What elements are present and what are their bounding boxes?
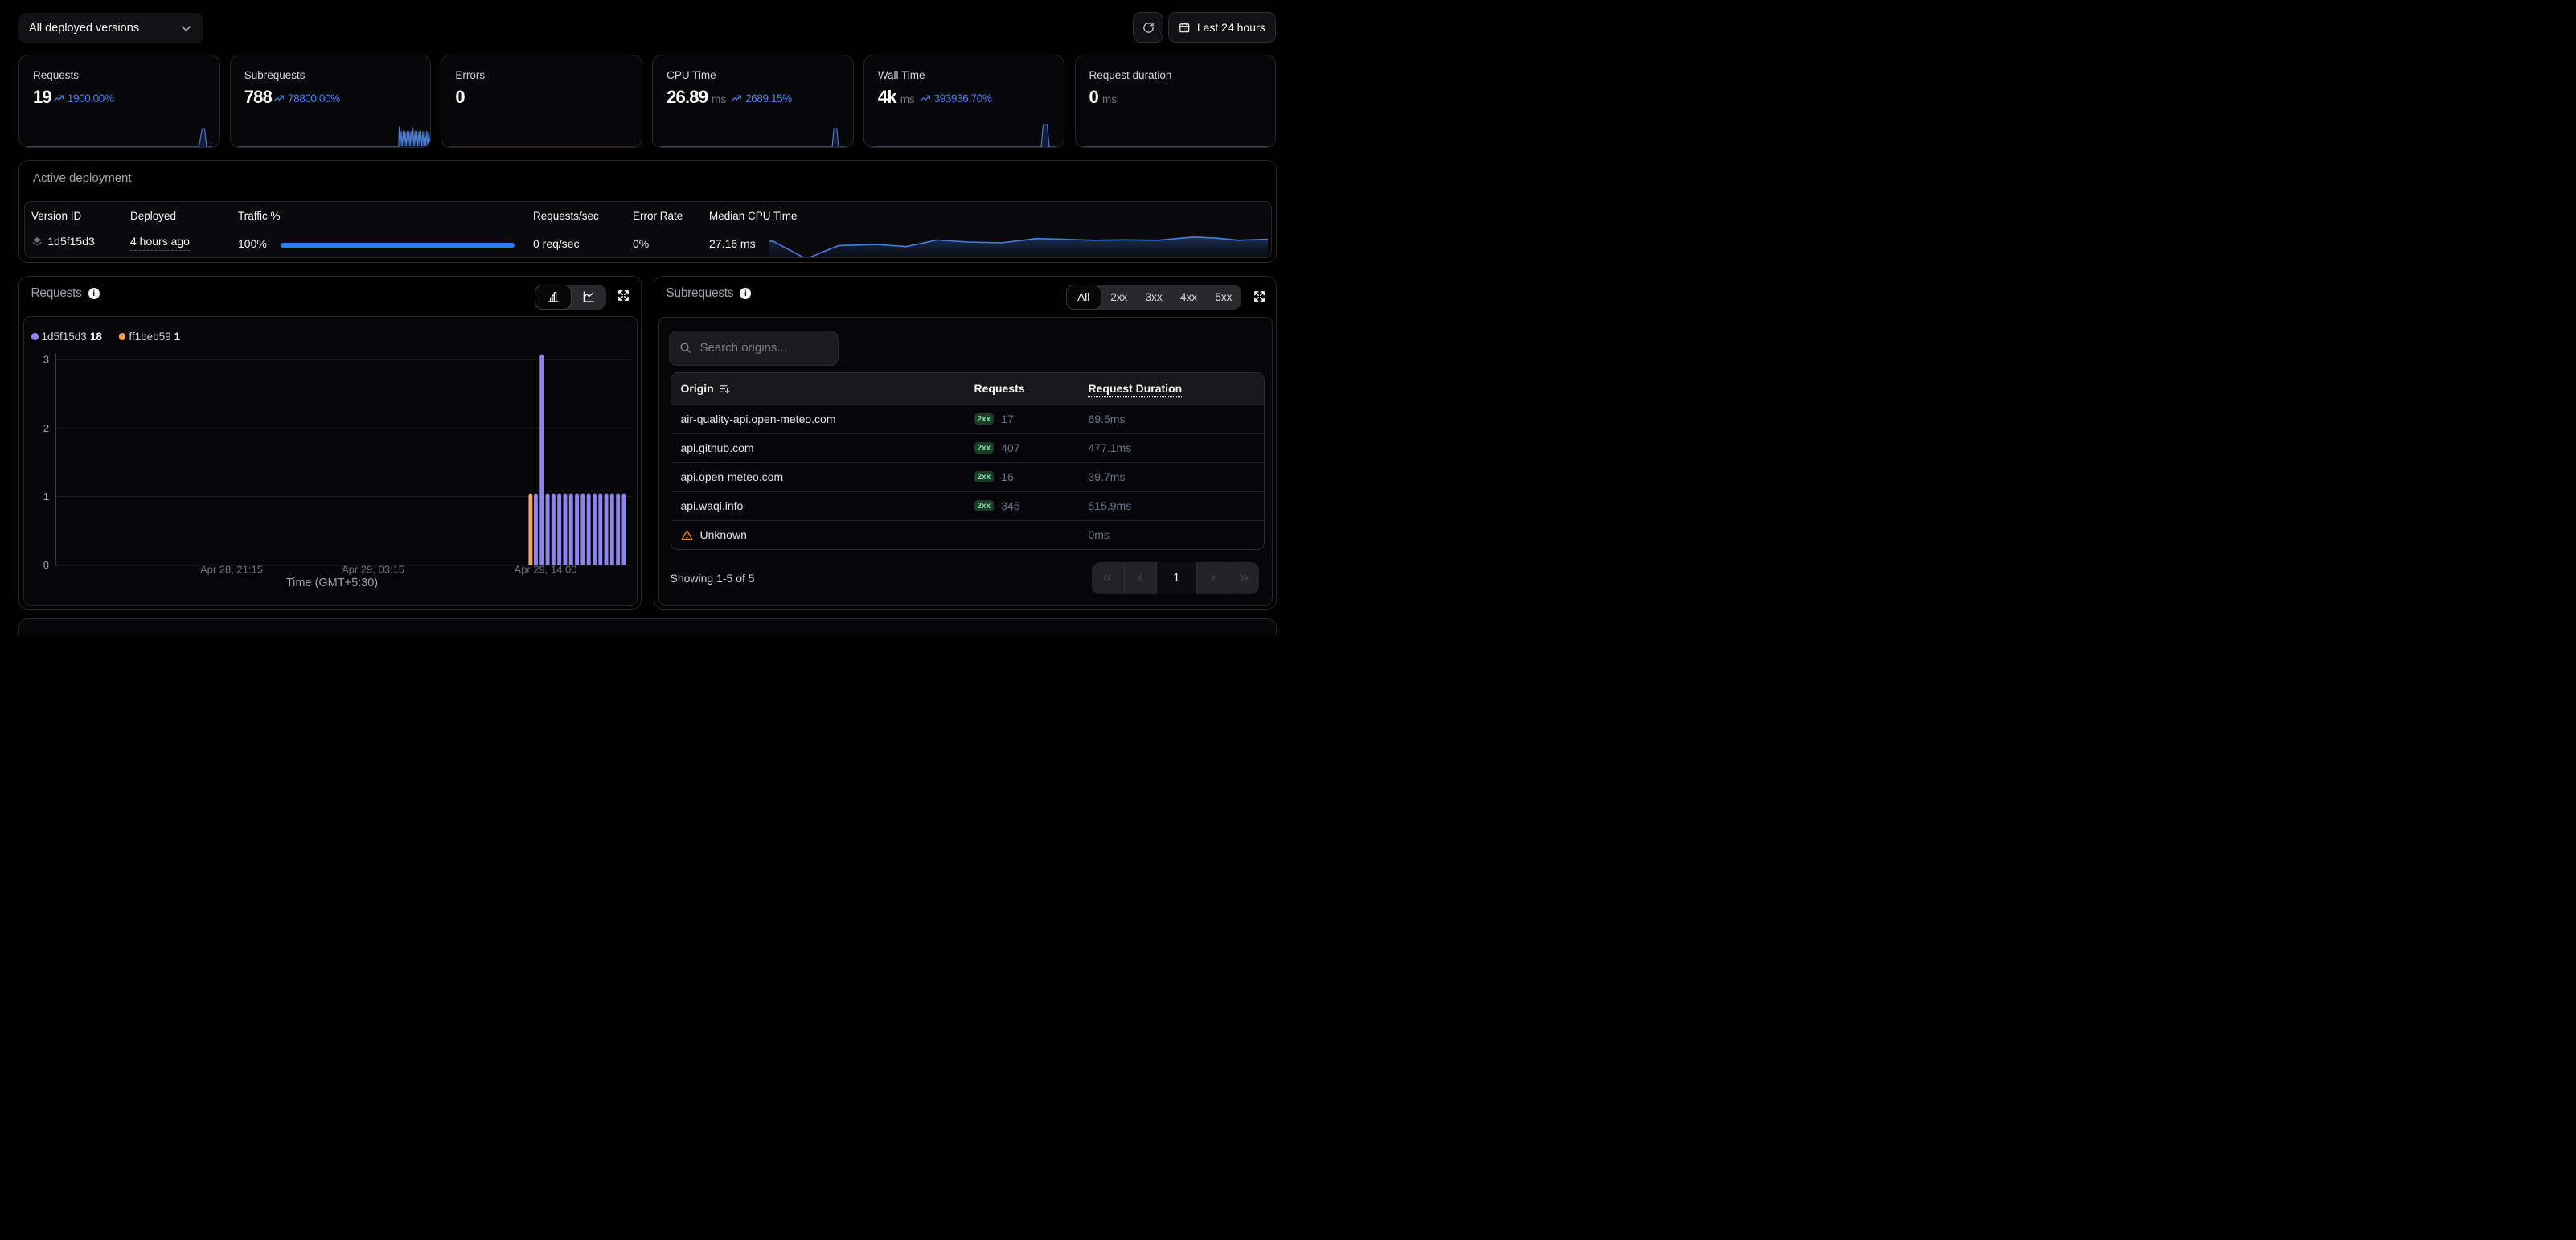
svg-text:2: 2: [43, 421, 48, 433]
svg-text:Apr 29, 03:15: Apr 29, 03:15: [341, 563, 404, 575]
svg-text:0: 0: [43, 559, 48, 571]
svg-text:3: 3: [43, 353, 48, 365]
svg-text:1: 1: [43, 491, 48, 503]
svg-text:Time (GMT+5:30): Time (GMT+5:30): [285, 577, 377, 589]
svg-text:Apr 28, 21:15: Apr 28, 21:15: [199, 563, 262, 575]
svg-text:Apr 29, 14:00: Apr 29, 14:00: [514, 563, 576, 575]
